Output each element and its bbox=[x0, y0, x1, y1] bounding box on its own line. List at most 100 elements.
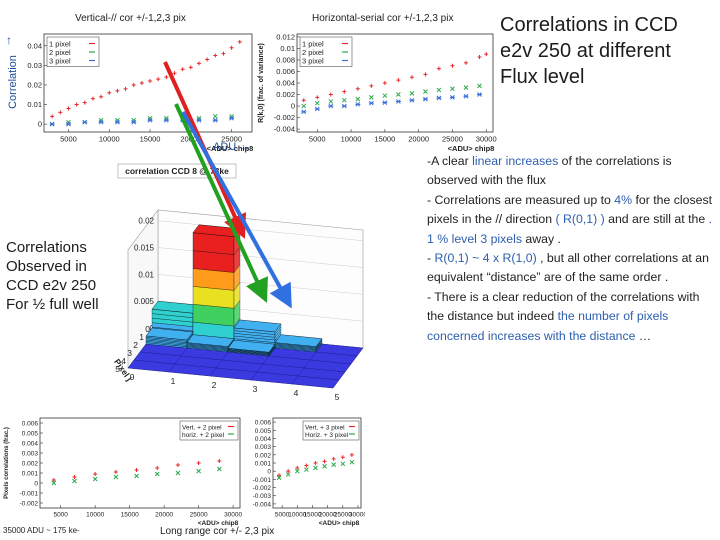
data-point bbox=[229, 115, 235, 121]
legend-label: 3 pixel bbox=[49, 57, 71, 66]
x-tick-label: 5 bbox=[335, 392, 340, 400]
data-point bbox=[484, 52, 489, 57]
x-tick-label: 25000 bbox=[334, 512, 352, 519]
bullet-text: - Correlations are measured up to bbox=[427, 192, 615, 207]
data-point bbox=[113, 474, 119, 480]
data-point bbox=[436, 95, 442, 101]
bullet-text: -A clear bbox=[427, 154, 473, 168]
data-point bbox=[328, 103, 334, 109]
data-point bbox=[131, 82, 136, 87]
y-tick-label: 0 bbox=[145, 324, 150, 334]
data-point bbox=[315, 95, 320, 100]
data-point bbox=[196, 461, 201, 465]
data-point bbox=[154, 471, 160, 477]
bullet-item: - There is a clear reduction of the corr… bbox=[427, 288, 717, 346]
data-point bbox=[301, 109, 307, 115]
y-tick-label: 0.006 bbox=[22, 421, 39, 428]
data-point bbox=[217, 459, 222, 463]
data-point bbox=[134, 473, 139, 479]
z-tick-label: 0.02 bbox=[138, 217, 154, 226]
data-point bbox=[277, 473, 282, 478]
y-tick-label: 0.01 bbox=[280, 44, 295, 53]
data-point bbox=[294, 468, 300, 474]
data-point bbox=[212, 117, 218, 123]
caption-flux: 35000 ADU ~ 175 ke- bbox=[3, 526, 80, 535]
x-tick-label: 25000 bbox=[442, 135, 463, 144]
x-tick-label: 25000 bbox=[190, 512, 208, 519]
bar-top bbox=[227, 340, 276, 353]
y-tick-label: 0.02 bbox=[27, 80, 42, 89]
y-tick-label: 0.006 bbox=[255, 420, 272, 427]
data-point bbox=[164, 75, 169, 80]
data-point bbox=[180, 67, 185, 72]
bar-top bbox=[274, 334, 323, 347]
x-tick-label: 10000 bbox=[341, 135, 362, 144]
y-tick-label: 3 bbox=[127, 348, 132, 358]
legend-label: Vert. + 3 pixel bbox=[305, 425, 345, 432]
chart-title: correlation CCD 8 @ 73ke bbox=[125, 166, 229, 176]
data-point bbox=[340, 461, 346, 467]
data-point bbox=[422, 96, 428, 102]
data-point bbox=[382, 100, 388, 105]
data-point bbox=[286, 469, 291, 474]
bar-top bbox=[145, 327, 194, 341]
data-point bbox=[188, 65, 193, 70]
data-point bbox=[123, 86, 128, 91]
x-tick-label: 15000 bbox=[374, 135, 395, 144]
x-tick-label: 15000 bbox=[140, 135, 161, 144]
y-tick-label: 0.005 bbox=[22, 431, 39, 438]
bullet-text: for the closest pixels in the // directi… bbox=[427, 192, 713, 227]
bullet-text: away . bbox=[522, 231, 561, 246]
bar-top bbox=[233, 319, 282, 333]
data-point bbox=[449, 95, 455, 100]
data-point bbox=[229, 45, 234, 50]
y-tick-label: -0.004 bbox=[253, 501, 272, 508]
data-point bbox=[341, 97, 347, 103]
data-point bbox=[196, 468, 201, 474]
data-point bbox=[340, 455, 345, 460]
data-point bbox=[99, 94, 104, 99]
y-tick-label: 0.003 bbox=[22, 451, 39, 458]
data-point bbox=[331, 456, 336, 461]
bullet-text: , but all other correlations at an equiv… bbox=[427, 251, 709, 285]
data-point bbox=[90, 96, 95, 101]
data-point bbox=[328, 99, 334, 104]
data-point bbox=[436, 87, 442, 93]
y-axis-label: Pixels correlations (frac.) bbox=[4, 427, 10, 499]
y-tick-label: -0.001 bbox=[20, 491, 39, 498]
y-tick-label: 0.008 bbox=[276, 55, 295, 64]
x-axis-label: <ADU> chip8 bbox=[319, 520, 360, 527]
data-point bbox=[322, 459, 327, 464]
z-tick-label: 0.01 bbox=[138, 270, 154, 279]
data-point bbox=[423, 89, 428, 95]
body-text: -A clear linear increases of the correla… bbox=[427, 152, 717, 346]
y-axis-label: R(k,0) (frac. of variance) bbox=[258, 43, 265, 123]
legend-label: 3 pixel bbox=[302, 57, 324, 66]
x-tick-label: 3 bbox=[253, 384, 258, 394]
data-point bbox=[50, 114, 55, 119]
data-point bbox=[463, 60, 468, 65]
data-point bbox=[82, 100, 87, 105]
adu-axis-label: ADU bbox=[213, 141, 237, 153]
data-point bbox=[155, 466, 160, 470]
x-axis-label: <ADU> chip8 bbox=[198, 520, 239, 527]
data-point bbox=[51, 478, 56, 482]
x-tick-label: 10000 bbox=[86, 512, 104, 519]
legend-label: 2 pixel bbox=[302, 48, 324, 57]
y-tick-label: 2 bbox=[133, 340, 138, 350]
x-tick-label: 15000 bbox=[121, 512, 139, 519]
z-gridline bbox=[157, 247, 364, 268]
data-point bbox=[463, 85, 469, 90]
adu-axis-label-group: ADU → bbox=[213, 141, 250, 153]
x-tick-label: 10000 bbox=[99, 135, 120, 144]
legend-label: 1 pixel bbox=[49, 40, 71, 49]
y-tick-label: 4 bbox=[121, 356, 126, 366]
plot-vertical-correlations: 00.010.020.030.0450001000015000200002500… bbox=[26, 26, 256, 160]
y-tick-label: -0.004 bbox=[274, 125, 295, 134]
data-point bbox=[175, 470, 181, 476]
x-tick-label: 30000 bbox=[349, 512, 365, 519]
data-point bbox=[396, 78, 401, 83]
data-point bbox=[196, 61, 201, 66]
plot-3d-svg: correlation CCD 8 @ 73ke 0 0.005 0.01 0.015 0… bbox=[112, 163, 364, 400]
